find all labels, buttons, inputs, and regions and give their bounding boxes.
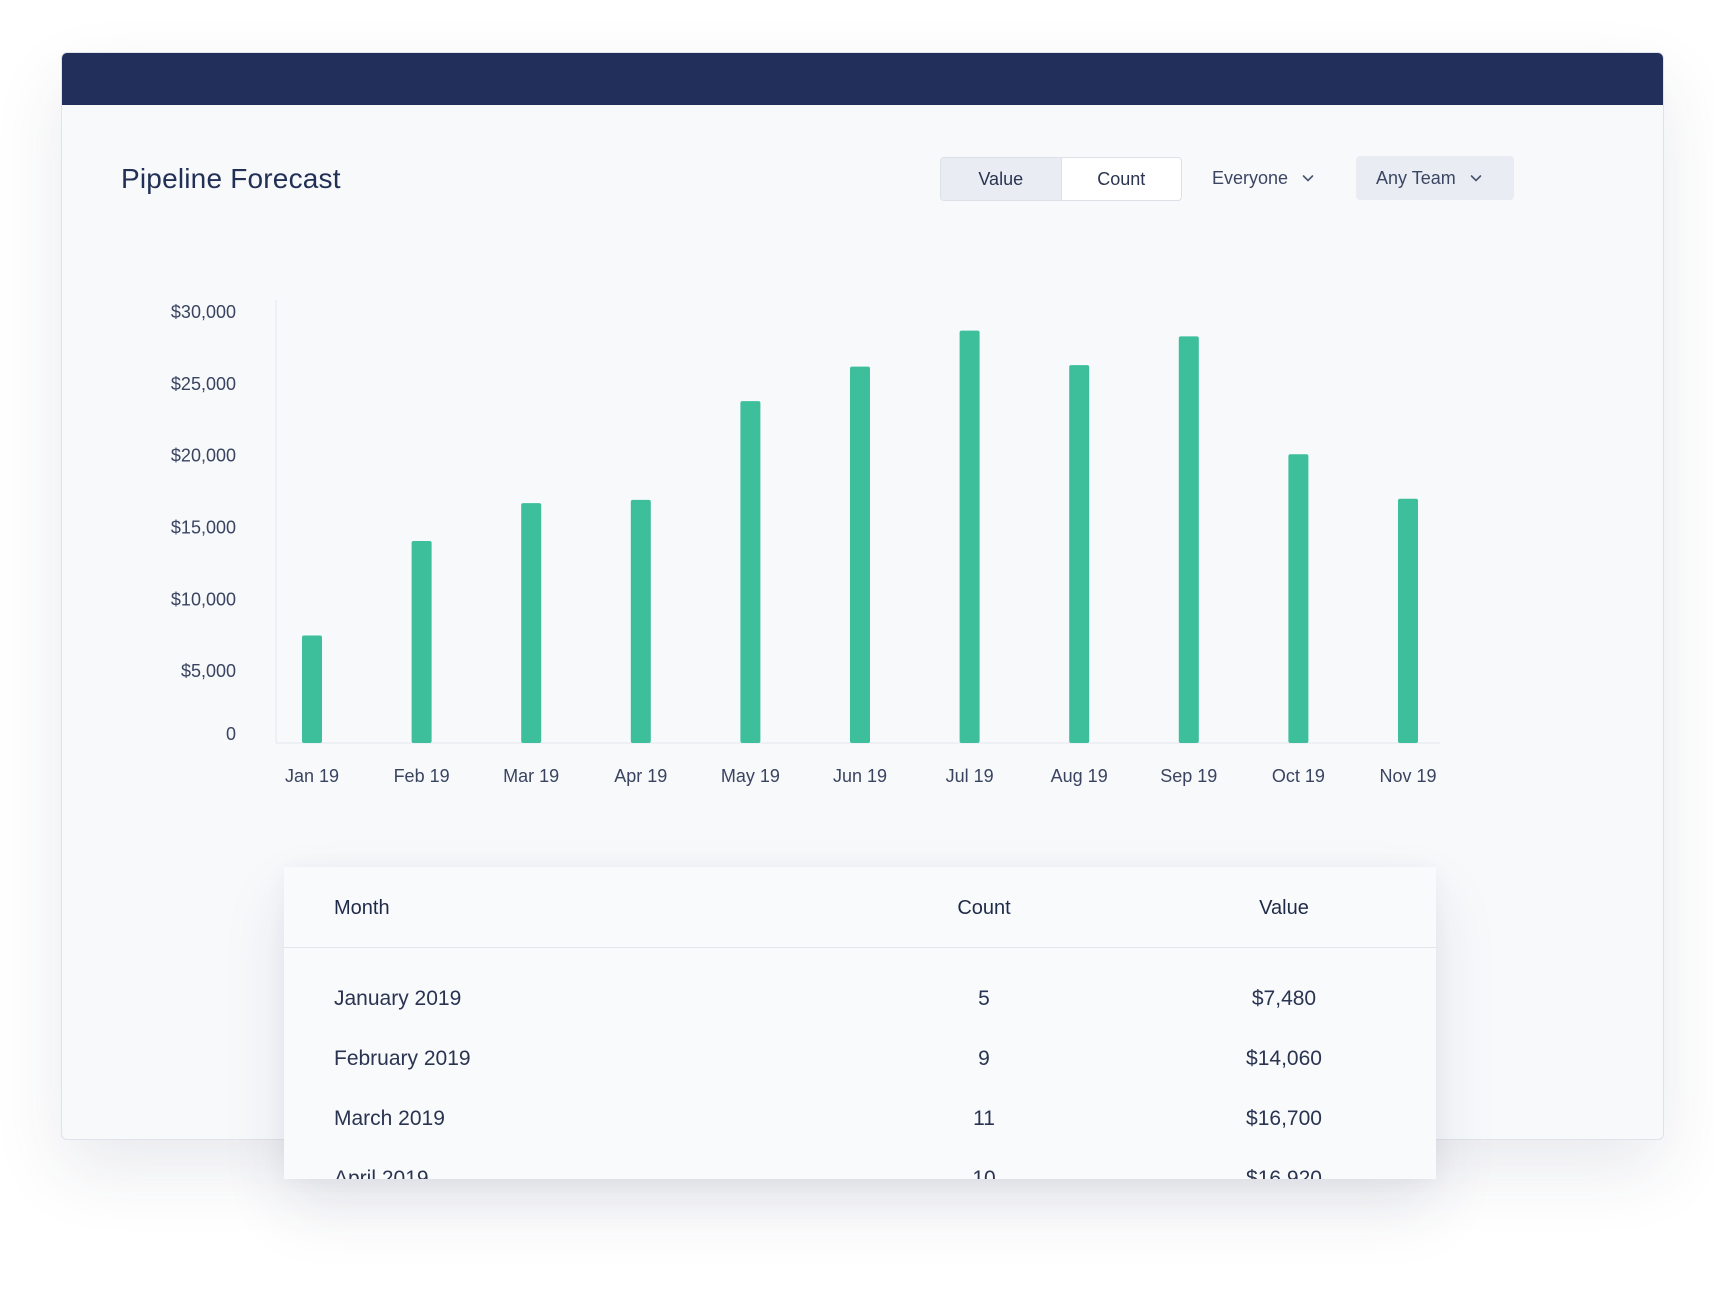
chart-bar bbox=[302, 635, 322, 743]
row-count: 10 bbox=[972, 1167, 996, 1179]
forecast-table: Month Count Value January 2019 5 $7,480 … bbox=[284, 867, 1436, 1179]
x-tick-label: Nov 19 bbox=[1379, 766, 1436, 786]
table-row[interactable]: April 2019 10 $16,920 bbox=[284, 1167, 1436, 1179]
table-row[interactable]: March 2019 11 $16,700 bbox=[284, 1107, 1436, 1167]
x-tick-label: Jun 19 bbox=[833, 766, 887, 786]
row-value: $7,480 bbox=[1251, 987, 1317, 1010]
x-tick-label: May 19 bbox=[721, 766, 780, 786]
chart-bar bbox=[521, 503, 542, 743]
pipeline-bar-chart: 0 $5,000 $10,000 $15,000 $20,000 $25,000 $30,0… bbox=[171, 300, 1440, 786]
chart-bar bbox=[740, 401, 761, 743]
top-nav-bar bbox=[62, 53, 1663, 105]
y-tick-label: $25,000 bbox=[171, 374, 236, 394]
row-month: April 2019 bbox=[334, 1167, 429, 1179]
chevron-down-icon bbox=[1470, 175, 1482, 182]
chart-bar bbox=[1288, 454, 1309, 743]
value-column-header: Value bbox=[1259, 897, 1309, 919]
chart-bar bbox=[1178, 336, 1199, 743]
y-tick-label: $15,000 bbox=[171, 518, 236, 538]
row-month: January 2019 bbox=[334, 987, 462, 1010]
y-tick-label: $5,000 bbox=[181, 661, 236, 681]
y-tick-label: $30,000 bbox=[171, 302, 236, 322]
chart-bar bbox=[1069, 365, 1090, 743]
x-tick-label: Sep 19 bbox=[1160, 766, 1217, 786]
x-tick-label: Oct 19 bbox=[1272, 766, 1325, 786]
table-header: Month Count Value bbox=[284, 867, 1436, 948]
row-count: 11 bbox=[973, 1107, 995, 1130]
x-tick-label: Jan 19 bbox=[285, 766, 339, 786]
y-tick-label: $20,000 bbox=[171, 446, 236, 466]
row-count: 9 bbox=[978, 1047, 990, 1070]
y-tick-label: 0 bbox=[226, 724, 236, 744]
count-toggle-button[interactable]: Count bbox=[1097, 168, 1146, 189]
table-row[interactable]: January 2019 5 $7,480 bbox=[284, 987, 1436, 1047]
owner-filter-label: Everyone bbox=[1212, 167, 1289, 188]
chart-bar bbox=[850, 366, 870, 743]
y-tick-label: $10,000 bbox=[171, 589, 236, 609]
count-column-header: Count bbox=[957, 897, 1011, 919]
x-tick-label: Apr 19 bbox=[614, 766, 667, 786]
row-value: $16,920 bbox=[1246, 1167, 1322, 1179]
x-tick-label: Mar 19 bbox=[503, 766, 559, 786]
team-filter-dropdown[interactable]: Any Team bbox=[1356, 156, 1514, 200]
row-count: 5 bbox=[978, 987, 990, 1010]
x-tick-label: Feb 19 bbox=[394, 766, 450, 786]
page-title: Pipeline Forecast bbox=[121, 163, 341, 194]
team-filter-label: Any Team bbox=[1376, 167, 1456, 188]
month-column-header: Month bbox=[334, 897, 390, 919]
chart-bar bbox=[959, 330, 980, 743]
chart-bar bbox=[630, 499, 651, 743]
x-tick-label: Aug 19 bbox=[1051, 766, 1108, 786]
chevron-down-icon bbox=[1302, 175, 1314, 182]
x-tick-label: Jul 19 bbox=[946, 766, 994, 786]
row-value: $16,700 bbox=[1246, 1107, 1322, 1130]
row-month: February 2019 bbox=[334, 1047, 471, 1070]
chart-bar bbox=[411, 541, 432, 743]
chart-bar bbox=[1398, 498, 1418, 743]
value-toggle-button[interactable]: Value bbox=[941, 158, 1062, 200]
table-row[interactable]: February 2019 9 $14,060 bbox=[284, 1047, 1436, 1107]
row-month: March 2019 bbox=[334, 1107, 445, 1130]
metric-toggle: Value Count bbox=[940, 157, 1182, 201]
row-value: $14,060 bbox=[1246, 1047, 1322, 1070]
owner-filter-dropdown[interactable]: Everyone bbox=[1212, 156, 1342, 200]
